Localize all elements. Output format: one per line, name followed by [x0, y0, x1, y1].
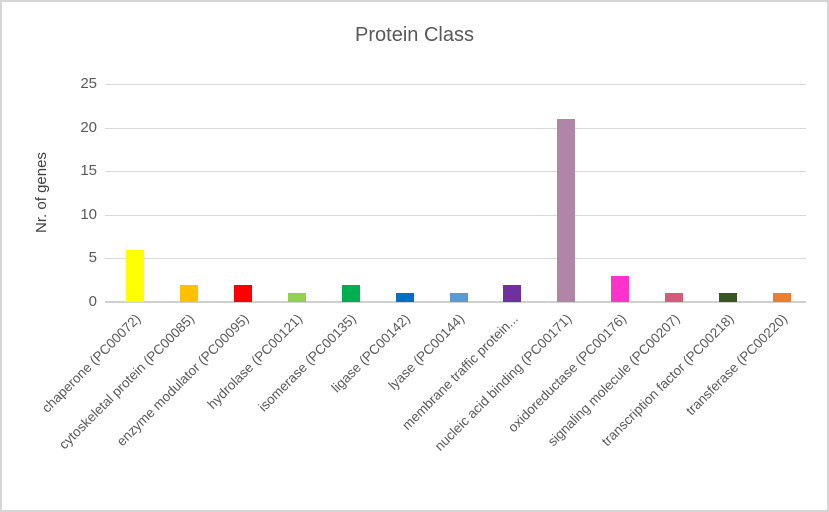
y-tick-label: 20 — [80, 118, 97, 136]
bar — [125, 249, 144, 302]
bar — [611, 275, 630, 302]
bar — [773, 293, 792, 302]
x-tick-label: hydrolase (PC00121) — [204, 311, 306, 412]
bar — [341, 284, 360, 302]
bar — [665, 293, 684, 302]
y-axis-title: Nr. of genes — [24, 112, 58, 272]
bar — [287, 293, 306, 302]
gridline — [105, 171, 806, 173]
x-tick-label: chaperone (PC00072) — [39, 311, 144, 416]
y-tick-label: 15 — [80, 162, 97, 180]
gridline — [105, 214, 806, 216]
y-axis-title-text: Nr. of genes — [32, 151, 50, 233]
bar — [557, 118, 576, 302]
y-tick-label: 25 — [80, 75, 97, 92]
x-tick-label: isomerase (PC00135) — [255, 311, 360, 415]
bar — [719, 293, 738, 302]
y-tick-label: 5 — [88, 249, 97, 267]
bar — [449, 293, 468, 302]
gridline — [105, 84, 806, 85]
x-axis-line — [105, 301, 806, 303]
chart-title: Protein Class — [355, 24, 474, 46]
y-tick-label: 0 — [88, 293, 97, 310]
x-tick-label: transferase (PC00220) — [683, 311, 791, 419]
bar — [395, 293, 414, 302]
y-tick-label: 10 — [80, 205, 97, 223]
gridline — [105, 127, 806, 129]
gridline — [105, 258, 806, 260]
bar — [179, 284, 198, 302]
bar — [503, 284, 522, 302]
bar — [233, 284, 252, 302]
